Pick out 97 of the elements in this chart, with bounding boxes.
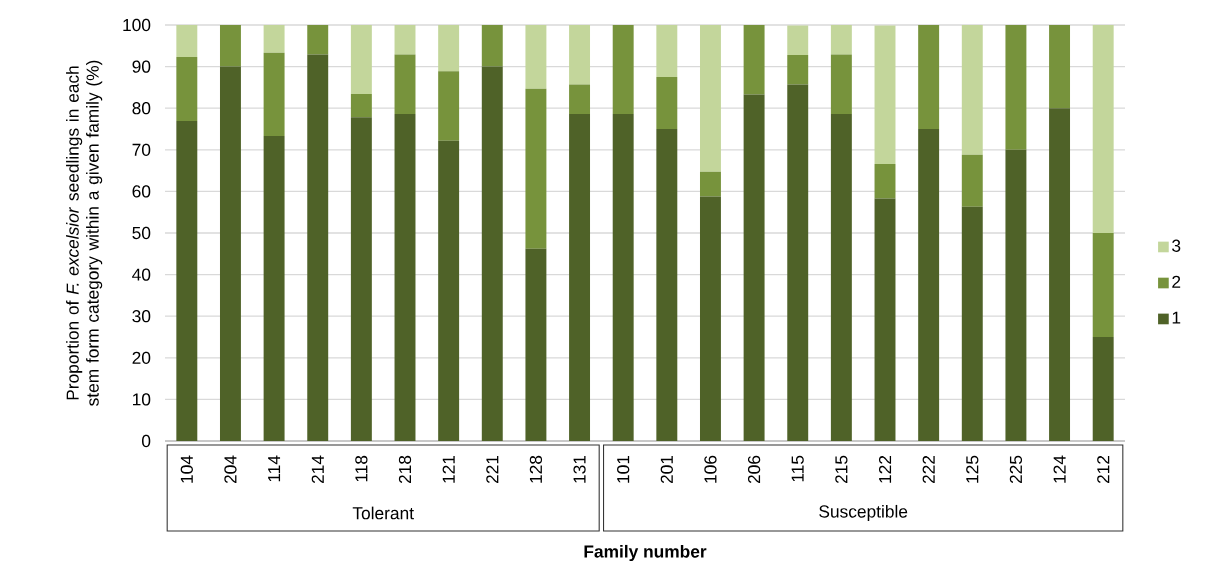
bar — [743, 94, 765, 441]
bar — [525, 25, 547, 89]
bar — [176, 57, 198, 122]
bar — [656, 77, 678, 129]
bar — [350, 25, 372, 95]
y-tick-label: 80 — [132, 102, 151, 115]
legend-label: 2 — [1172, 275, 1181, 288]
bar — [307, 54, 329, 441]
bar — [569, 84, 591, 115]
bar — [219, 66, 241, 441]
bar — [438, 71, 460, 141]
bar — [1005, 25, 1027, 150]
bar — [743, 25, 765, 95]
bar — [699, 25, 721, 172]
x-tick-label: 106 — [704, 455, 717, 483]
bar — [961, 154, 983, 207]
bar — [699, 171, 721, 197]
bar — [612, 25, 634, 115]
x-tick-label: 124 — [1053, 455, 1066, 483]
y-tick-label: 10 — [133, 393, 151, 406]
bar — [1092, 233, 1114, 337]
bar — [263, 136, 285, 441]
bar — [481, 25, 503, 67]
legend-label: 1 — [1172, 311, 1181, 324]
bar — [394, 25, 416, 55]
x-tick-label: 201 — [660, 455, 673, 484]
x-tick-label: 118 — [355, 455, 368, 482]
bar — [874, 198, 896, 441]
bar — [961, 206, 983, 441]
bar — [176, 25, 198, 58]
bar — [656, 25, 678, 77]
bar — [874, 25, 896, 164]
bar — [918, 25, 940, 129]
y-tick-label: 20 — [132, 351, 151, 364]
bar — [263, 52, 285, 137]
bar — [438, 25, 460, 72]
x-tick-label: 121 — [442, 455, 455, 483]
x-tick-label: 128 — [529, 455, 543, 483]
y-tick-label: 70 — [132, 143, 151, 156]
bar — [394, 114, 416, 441]
bar — [787, 84, 809, 441]
bar — [612, 114, 634, 441]
bar — [1005, 149, 1027, 441]
bar — [438, 140, 460, 441]
bar — [830, 114, 852, 441]
bar — [350, 117, 372, 441]
x-tick-label: 212 — [1097, 455, 1110, 484]
bar — [1092, 25, 1114, 233]
x-tick-label: 218 — [398, 455, 412, 484]
x-tick-label: 122 — [878, 455, 892, 483]
bar — [1049, 25, 1071, 109]
x-axis-title: Family number — [584, 544, 707, 562]
bar — [1049, 108, 1071, 441]
bar — [569, 25, 591, 85]
y-tick-label: 50 — [132, 226, 151, 240]
text: Tolerant — [352, 506, 414, 520]
bar — [830, 54, 852, 115]
bar — [1092, 337, 1114, 441]
text: Susceptible — [819, 504, 908, 522]
bar — [656, 129, 678, 441]
x-tick-label: 114 — [268, 455, 281, 482]
bar — [394, 54, 416, 115]
bar — [874, 163, 896, 199]
bar — [569, 114, 591, 441]
bar — [525, 248, 547, 441]
y-tick-label: 100 — [123, 18, 151, 32]
bar — [219, 25, 241, 67]
x-tick-label: 225 — [1009, 455, 1023, 484]
bar — [307, 25, 329, 55]
x-tick-label: 104 — [180, 455, 193, 483]
bar — [830, 25, 852, 55]
y-tick-label: 30 — [132, 310, 151, 323]
bar — [787, 25, 809, 55]
y-tick-label: 60 — [132, 185, 151, 198]
x-tick-label: 131 — [573, 455, 586, 483]
bar — [263, 25, 285, 53]
x-tick-label: 115 — [791, 455, 804, 482]
legend-label: 3 — [1172, 239, 1181, 252]
x-tick-label: 215 — [835, 455, 848, 484]
x-tick-label: 222 — [922, 455, 935, 484]
y-tick-label: 0 — [141, 434, 151, 448]
x-tick-label: 204 — [224, 455, 237, 484]
x-tick-label: 206 — [747, 455, 761, 484]
x-tick-label: 101 — [617, 455, 630, 483]
bar — [699, 196, 721, 441]
bar — [176, 121, 198, 441]
bar — [481, 66, 503, 441]
bar — [350, 94, 372, 118]
bar — [525, 88, 547, 249]
y-tick-label: 40 — [132, 268, 151, 281]
x-tick-label: 214 — [311, 455, 324, 484]
y-tick-label: 90 — [132, 60, 151, 73]
x-tick-label: 221 — [486, 455, 499, 484]
bar — [787, 54, 809, 85]
bar — [918, 129, 940, 441]
x-tick-label: 125 — [966, 455, 979, 483]
bar — [961, 25, 983, 155]
